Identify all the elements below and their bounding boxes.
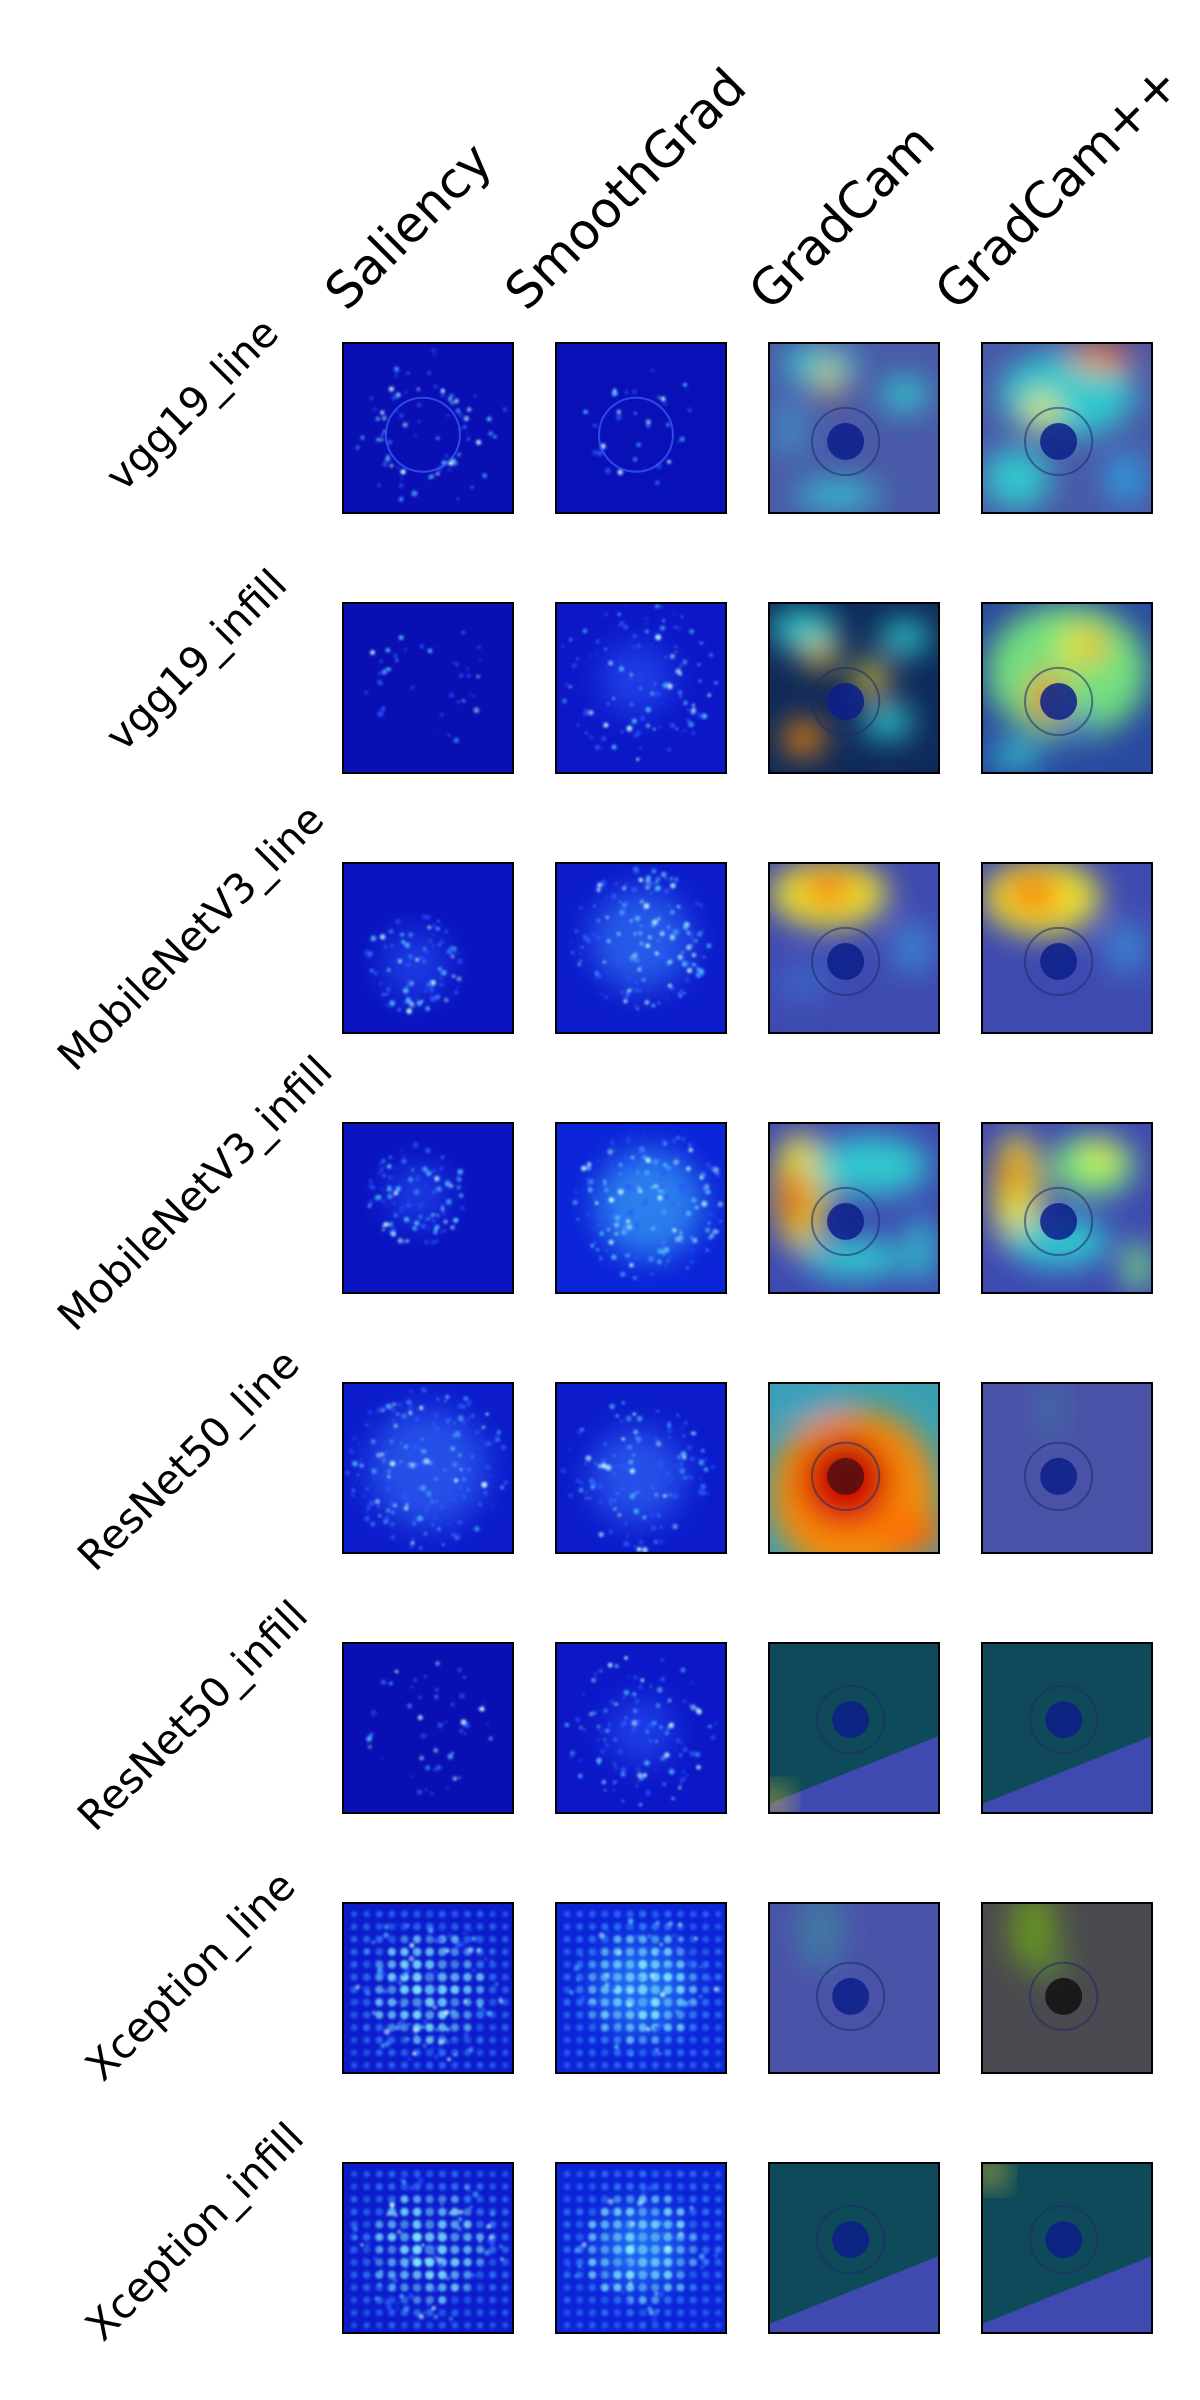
heatmap-xception-line-saliency xyxy=(342,1902,514,2074)
heatmap-mobilenetv3-infill-smoothgrad xyxy=(555,1122,727,1294)
heatmap-xception-line-smoothgrad xyxy=(555,1902,727,2074)
heatmap-xception-infill-gradcampp xyxy=(981,2162,1153,2334)
heatmap-vgg19-line-smoothgrad xyxy=(555,342,727,514)
heatmap-resnet50-infill-gradcam xyxy=(768,1642,940,1814)
column-header-gradcampp: GradCam++ xyxy=(923,53,1191,321)
heatmap-xception-infill-smoothgrad xyxy=(555,2162,727,2334)
column-header-gradcam: GradCam xyxy=(737,112,946,321)
row-label-mobilenetv3-line: MobileNetV3_line xyxy=(48,795,334,1081)
row-label-resnet50-line: ResNet50_line xyxy=(68,1339,309,1581)
heatmap-xception-line-gradcampp xyxy=(981,1902,1153,2074)
row-label-xception-infill: Xception_infill xyxy=(76,2113,313,2351)
heatmap-mobilenetv3-line-saliency xyxy=(342,862,514,1034)
heatmap-resnet50-infill-saliency xyxy=(342,1642,514,1814)
row-label-resnet50-infill: ResNet50_infill xyxy=(68,1591,317,1841)
row-label-xception-line: Xception_line xyxy=(76,1861,305,2091)
heatmap-mobilenetv3-line-gradcam xyxy=(768,862,940,1034)
row-label-vgg19-infill: vgg19_infill xyxy=(96,560,297,761)
heatmap-resnet50-infill-gradcampp xyxy=(981,1642,1153,1814)
heatmap-xception-infill-gradcam xyxy=(768,2162,940,2334)
heatmap-vgg19-infill-gradcampp xyxy=(981,602,1153,774)
heatmap-mobilenetv3-infill-gradcam xyxy=(768,1122,940,1294)
heatmap-resnet50-line-smoothgrad xyxy=(555,1382,727,1554)
heatmap-vgg19-line-saliency xyxy=(342,342,514,514)
heatmap-vgg19-line-gradcam xyxy=(768,342,940,514)
heatmap-resnet50-line-gradcam xyxy=(768,1382,940,1554)
heatmap-vgg19-infill-gradcam xyxy=(768,602,940,774)
column-header-smoothgrad: SmoothGrad xyxy=(493,57,758,321)
heatmap-vgg19-infill-smoothgrad xyxy=(555,602,727,774)
heatmap-mobilenetv3-infill-gradcampp xyxy=(981,1122,1153,1294)
heatmap-vgg19-line-gradcampp xyxy=(981,342,1153,514)
heatmap-xception-line-gradcam xyxy=(768,1902,940,2074)
heatmap-mobilenetv3-line-smoothgrad xyxy=(555,862,727,1034)
heatmap-resnet50-line-gradcampp xyxy=(981,1382,1153,1554)
heatmap-vgg19-infill-saliency xyxy=(342,602,514,774)
heatmap-mobilenetv3-infill-saliency xyxy=(342,1122,514,1294)
column-header-saliency: Saliency xyxy=(313,131,504,321)
heatmap-resnet50-infill-smoothgrad xyxy=(555,1642,727,1814)
heatmap-xception-infill-saliency xyxy=(342,2162,514,2334)
row-label-vgg19-line: vgg19_line xyxy=(96,308,288,501)
row-label-mobilenetv3-infill: MobileNetV3_infill xyxy=(48,1046,342,1341)
heatmap-resnet50-line-saliency xyxy=(342,1382,514,1554)
heatmap-mobilenetv3-line-gradcampp xyxy=(981,862,1153,1034)
